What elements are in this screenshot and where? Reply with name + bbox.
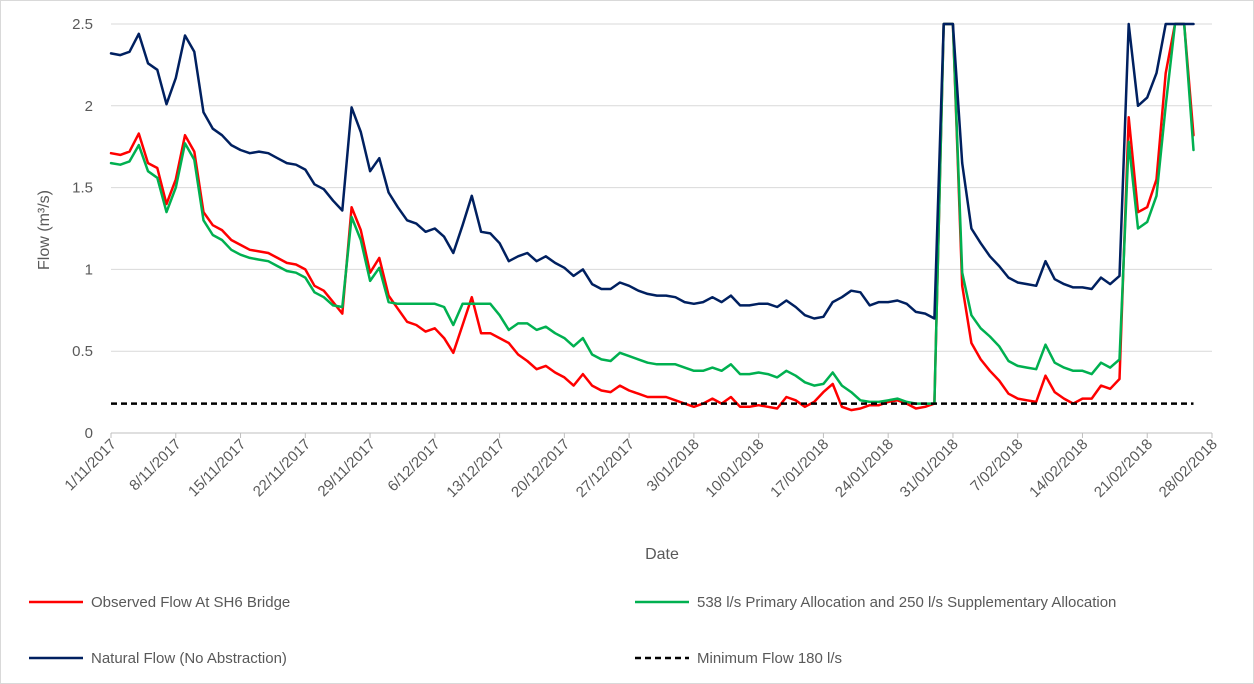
x-tick-label: 3/01/2018 [644,436,703,495]
x-tick-label: 13/12/2017 [443,436,508,501]
x-tick-label: 14/02/2018 [1026,436,1091,501]
x-tick-label: 21/02/2018 [1091,436,1156,501]
x-tick-label: 15/11/2017 [185,436,249,500]
x-tick-label: 20/12/2017 [508,436,573,501]
y-tick-label: 0.5 [72,343,93,360]
series-line-538-l-s-primary-allocation-and-250-l-s-supplementary-allocation [109,22,1195,405]
y-tick-label: 2.5 [72,16,93,33]
y-tick-label: 0 [85,425,93,442]
series-lines [109,22,1195,412]
legend-label-538-l-s-primary-allocation-and-250-l-s-supplementary-allocation: 538 l/s Primary Allocation and 250 l/s S… [697,594,1116,611]
x-tick-label: 10/01/2018 [702,436,767,501]
legend: Observed Flow At SH6 Bridge 538 l/s Prima… [29,594,1116,667]
x-tick-label: 7/02/2018 [967,436,1026,495]
x-tick-label: 31/01/2018 [897,436,962,501]
x-axis-title: Date [645,546,679,563]
legend-label-natural-flow-no-abstraction: Natural Flow (No Abstraction) [91,650,287,667]
gridlines [111,23,1212,352]
y-tick-label: 1.5 [72,180,93,197]
x-tick-label: 22/11/2017 [250,436,314,500]
legend-label-minimum-flow-180-l-s: Minimum Flow 180 l/s [697,650,842,667]
x-tick-label: 29/11/2017 [315,436,379,500]
x-tick-label: 6/12/2017 [384,436,443,495]
x-tick-label: 17/01/2018 [767,436,832,501]
y-tick-label: 1 [85,261,93,278]
x-tick-label: 28/02/2018 [1156,436,1221,501]
legend-label-observed-flow-at-sh6-bridge: Observed Flow At SH6 Bridge [91,594,290,611]
x-tick-label: 24/01/2018 [832,436,897,501]
series-line-natural-flow-no-abstraction [109,22,1195,320]
axes: 0 0.5 1 1.5 2 2.5 1/11/2017 8/11/2017 15/11/2017… [61,16,1220,501]
x-tick-label: 27/12/2017 [573,436,638,501]
x-tick-label: 8/11/2017 [126,436,184,494]
series-line-observed-flow-at-sh6-bridge [109,22,1195,412]
y-axis-title: Flow (m³/s) [36,190,53,270]
x-tick-label: 1/11/2017 [61,436,119,494]
y-tick-label: 2 [85,98,93,115]
